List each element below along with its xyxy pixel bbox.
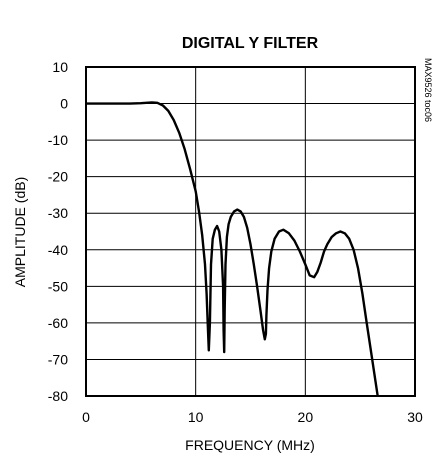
x-axis-label: FREQUENCY (MHz) bbox=[185, 437, 315, 453]
x-tick-labels: 0 10 20 30 bbox=[82, 409, 423, 425]
figure-code-annotation: MAX9526 toc06 bbox=[423, 58, 433, 122]
plot-area bbox=[86, 101, 379, 396]
y-tick-labels: 10 0 -10 -20 -30 -40 -50 -60 -70 -80 bbox=[48, 59, 68, 404]
chart-title: DIGITAL Y FILTER bbox=[182, 35, 319, 52]
x-tick-label: 20 bbox=[298, 409, 314, 425]
y-tick-label: 0 bbox=[60, 96, 68, 112]
y-tick-label: -80 bbox=[48, 388, 68, 404]
y-axis-label: AMPLITUDE (dB) bbox=[12, 177, 28, 287]
series-line bbox=[86, 101, 379, 396]
y-tick-label: -50 bbox=[48, 278, 68, 294]
y-tick-label: -30 bbox=[48, 205, 68, 221]
y-tick-label: -60 bbox=[48, 315, 68, 331]
x-tick-label: 30 bbox=[407, 409, 423, 425]
y-tick-label: -70 bbox=[48, 351, 68, 367]
x-tick-label: 0 bbox=[82, 409, 90, 425]
y-tick-label: -40 bbox=[48, 242, 68, 258]
y-tick-label: -20 bbox=[48, 169, 68, 185]
x-tick-label: 10 bbox=[188, 409, 204, 425]
y-tick-label: -10 bbox=[48, 132, 68, 148]
grid bbox=[86, 67, 415, 396]
plot-frame bbox=[85, 66, 416, 397]
y-tick-label: 10 bbox=[52, 59, 68, 75]
